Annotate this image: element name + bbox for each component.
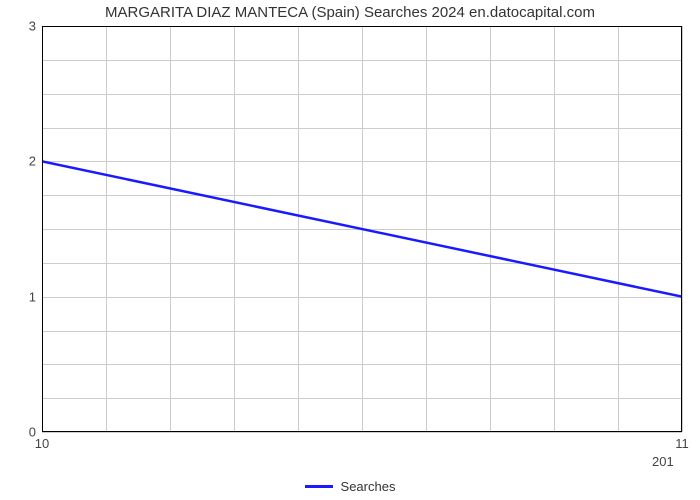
plot-area: 01231011 (42, 26, 682, 432)
x-secondary-label: 201 (652, 454, 700, 469)
x-tick-label: 10 (35, 432, 49, 451)
gridline-vertical (490, 26, 491, 432)
gridline-vertical (106, 26, 107, 432)
gridline-vertical (170, 26, 171, 432)
legend-swatch (305, 485, 333, 488)
gridline-vertical (362, 26, 363, 432)
gridline-vertical (426, 26, 427, 432)
gridline-vertical (618, 26, 619, 432)
y-tick-label: 1 (29, 289, 42, 304)
gridline-vertical (298, 26, 299, 432)
chart-container: MARGARITA DIAZ MANTECA (Spain) Searches … (0, 0, 700, 500)
legend: Searches (0, 479, 700, 494)
gridline-vertical (554, 26, 555, 432)
x-tick-label: 11 (675, 432, 689, 451)
legend-label: Searches (341, 479, 396, 494)
gridline-vertical (42, 26, 43, 432)
y-tick-label: 3 (29, 19, 42, 34)
y-tick-label: 2 (29, 154, 42, 169)
chart-title: MARGARITA DIAZ MANTECA (Spain) Searches … (0, 4, 700, 21)
gridline-vertical (682, 26, 683, 432)
gridline-vertical (234, 26, 235, 432)
gridline-horizontal (42, 432, 682, 433)
